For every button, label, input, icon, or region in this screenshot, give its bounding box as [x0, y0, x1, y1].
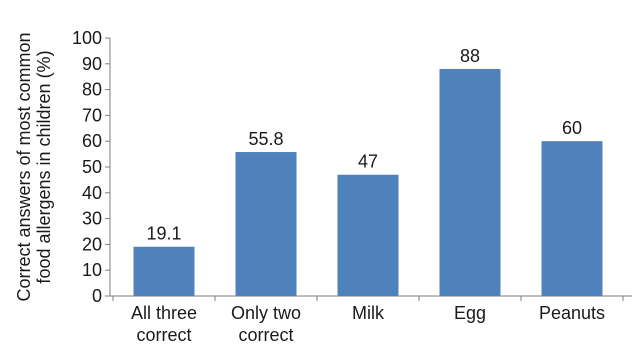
x-category-label-5-line-1: Peanuts [539, 303, 605, 323]
x-category-label-5: Peanuts [539, 303, 605, 323]
y-tick-label-10: 10 [82, 260, 102, 280]
x-category-label-2: Only two correct [231, 303, 301, 345]
bar-1 [133, 246, 195, 296]
bar-5 [541, 141, 603, 296]
y-tick-label-0: 0 [92, 286, 102, 306]
y-tick-label-30: 30 [82, 209, 102, 229]
x-category-label-3-line-1: Milk [352, 303, 385, 323]
y-axis: 0 10 20 30 40 50 60 70 80 90 100 [72, 28, 111, 306]
data-label-1: 19.1 [146, 224, 181, 244]
y-tick-label-90: 90 [82, 54, 102, 74]
data-label-4: 88 [460, 46, 480, 66]
y-axis-title-text: Correct answers of most commonfood aller… [14, 32, 54, 301]
y-tick-label-50: 50 [82, 157, 102, 177]
y-axis-title: Correct answers of most commonfood aller… [14, 32, 54, 301]
y-axis-title-line-1: Correct answers of most common [14, 32, 34, 301]
x-category-label-2-line-1: Only two [231, 303, 301, 323]
y-tick-label-60: 60 [82, 131, 102, 151]
bar-3 [337, 174, 399, 296]
x-category-label-1-line-1: All three [131, 303, 197, 323]
y-tick-label-80: 80 [82, 80, 102, 100]
bar-4 [439, 68, 501, 297]
bar-2 [235, 152, 297, 296]
x-category-label-1: All three correct [131, 303, 197, 345]
y-tick-label-20: 20 [82, 234, 102, 254]
x-category-label-2-line-2: correct [238, 325, 293, 345]
data-label-3: 47 [358, 152, 378, 172]
x-category-label-4: Egg [454, 303, 486, 323]
data-label-5: 60 [562, 118, 582, 138]
x-category-label-3: Milk [352, 303, 385, 323]
y-tick-label-40: 40 [82, 183, 102, 203]
y-tick-label-70: 70 [82, 105, 102, 125]
bars: 19.1 55.8 47 88 60 [133, 46, 603, 297]
data-label-2: 55.8 [248, 129, 283, 149]
y-axis-title-line-2: food allergens in children (%) [34, 50, 54, 283]
y-tick-label-100: 100 [72, 28, 102, 48]
x-category-label-1-line-2: correct [136, 325, 191, 345]
x-category-label-4-line-1: Egg [454, 303, 486, 323]
